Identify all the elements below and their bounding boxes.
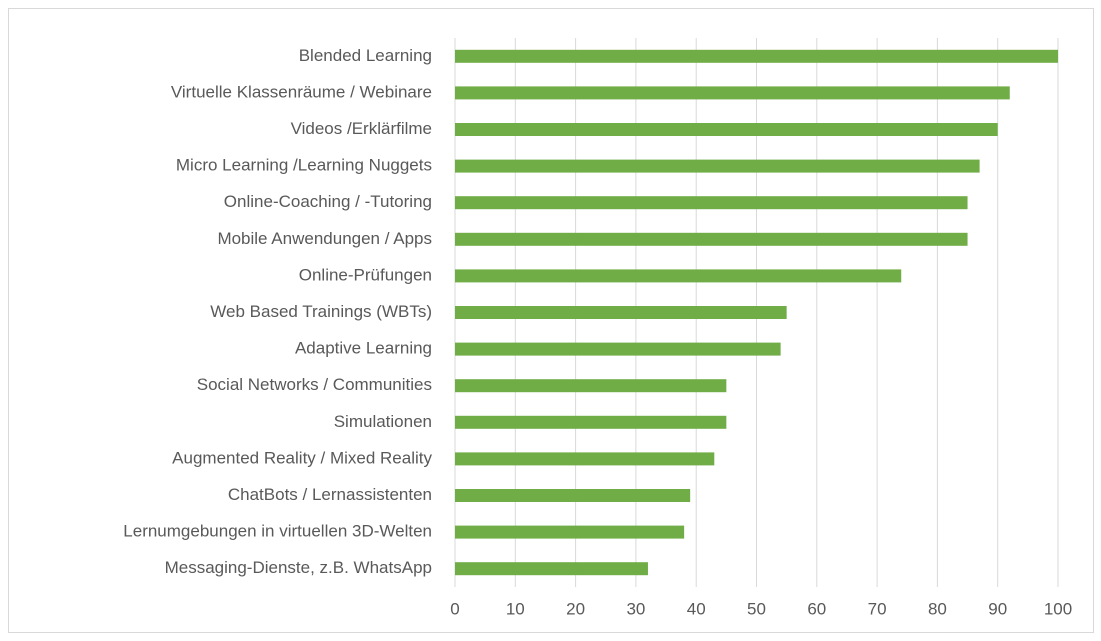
x-tick-label: 90 bbox=[988, 599, 1007, 618]
y-tick-label: Blended Learning bbox=[299, 46, 432, 65]
y-tick-label: ChatBots / Lernassistenten bbox=[228, 485, 432, 504]
y-tick-label: Online-Prüfungen bbox=[299, 265, 432, 284]
y-tick-label: Messaging-Dienste, z.B. WhatsApp bbox=[165, 558, 432, 577]
y-tick-label: Web Based Trainings (WBTs) bbox=[210, 302, 432, 321]
x-tick-label: 80 bbox=[928, 599, 947, 618]
y-tick-label: Adaptive Learning bbox=[295, 339, 432, 358]
x-tick-label: 10 bbox=[506, 599, 525, 618]
x-tick-label: 20 bbox=[566, 599, 585, 618]
bar bbox=[455, 525, 685, 539]
x-tick-label: 70 bbox=[868, 599, 887, 618]
y-tick-label: Micro Learning /Learning Nuggets bbox=[176, 156, 432, 175]
x-tick-label: 40 bbox=[687, 599, 706, 618]
x-tick-label: 30 bbox=[626, 599, 645, 618]
bar bbox=[455, 379, 727, 393]
bar bbox=[455, 196, 968, 210]
y-tick-label: Lernumgebungen in virtuellen 3D-Welten bbox=[123, 522, 432, 541]
bar bbox=[455, 49, 1058, 63]
y-tick-label: Social Networks / Communities bbox=[197, 375, 432, 394]
y-tick-label: Augmented Reality / Mixed Reality bbox=[172, 448, 432, 467]
bar bbox=[455, 86, 1010, 100]
bar bbox=[455, 159, 980, 173]
bar bbox=[455, 452, 715, 466]
bar bbox=[455, 232, 968, 246]
bar bbox=[455, 306, 787, 319]
bar bbox=[455, 269, 902, 283]
x-tick-label: 0 bbox=[450, 599, 459, 618]
x-tick-label: 60 bbox=[807, 599, 826, 618]
y-tick-label: Online-Coaching / -Tutoring bbox=[224, 192, 432, 211]
y-tick-label: Virtuelle Klassenräume / Webinare bbox=[171, 82, 432, 101]
y-tick-label: Videos /Erklärfilme bbox=[291, 119, 432, 138]
y-tick-label: Mobile Anwendungen / Apps bbox=[217, 229, 432, 248]
y-tick-label: Simulationen bbox=[334, 412, 432, 431]
x-tick-label: 100 bbox=[1044, 599, 1072, 618]
bar bbox=[455, 562, 648, 576]
x-tick-label: 50 bbox=[747, 599, 766, 618]
bar bbox=[455, 342, 781, 356]
bar bbox=[455, 123, 998, 136]
bar bbox=[455, 489, 691, 502]
bar bbox=[455, 415, 727, 429]
